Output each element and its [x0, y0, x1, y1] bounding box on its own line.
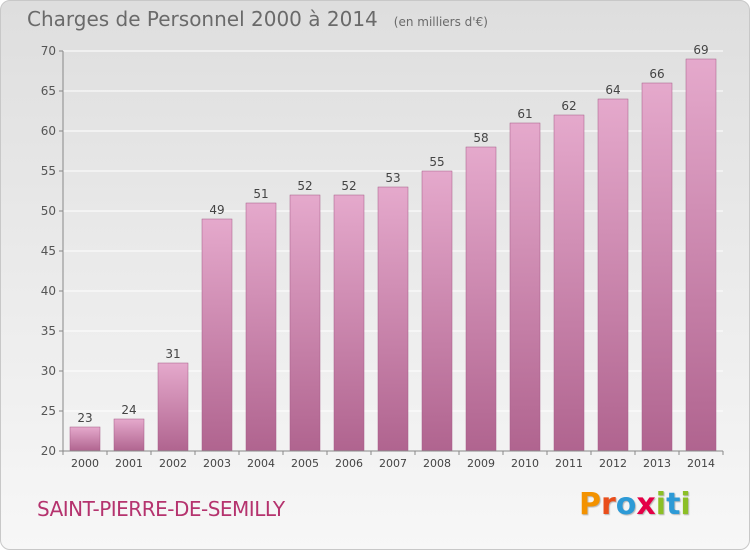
- x-tick-label: 2000: [71, 457, 99, 470]
- bar: [157, 362, 189, 452]
- logo-letter: t: [666, 487, 681, 522]
- x-tick-label: 2013: [643, 457, 671, 470]
- x-tick-label: 2002: [159, 457, 187, 470]
- bar-value-label: 69: [693, 43, 708, 57]
- bar-value-label: 52: [297, 179, 312, 193]
- bar-value-label: 53: [385, 171, 400, 185]
- x-tick-label: 2009: [467, 457, 495, 470]
- logo-letter: P: [579, 487, 601, 522]
- x-tick-label: 2014: [687, 457, 715, 470]
- y-tick-label: 65: [41, 84, 56, 98]
- axes: [59, 50, 724, 455]
- logo-letter: i: [680, 487, 691, 522]
- y-tick-label: 45: [41, 244, 56, 258]
- y-tick-label: 25: [41, 404, 56, 418]
- commune-name: SAINT-PIERRE-DE-SEMILLY: [37, 497, 285, 521]
- bar: [465, 146, 497, 452]
- x-tick-label: 2005: [291, 457, 319, 470]
- bar: [69, 426, 101, 452]
- x-tick-label: 2012: [599, 457, 627, 470]
- x-tick-label: 2004: [247, 457, 275, 470]
- logo-letter: x: [636, 487, 656, 522]
- y-tick-label: 55: [41, 164, 56, 178]
- x-tick-label: 2011: [555, 457, 583, 470]
- labels: 20 25 30 35 40 45 50 55 60 65 70 23 2000 24 2001 31 2002…: [41, 43, 715, 470]
- y-tick-label: 30: [41, 364, 56, 378]
- bar-value-label: 49: [209, 203, 224, 217]
- bar: [685, 58, 717, 452]
- proxiti-logo: Proxiti: [579, 487, 691, 522]
- bar: [245, 202, 277, 452]
- bar: [597, 98, 629, 452]
- unit-text: (en milliers d'€): [393, 15, 488, 29]
- logo-letter: o: [615, 487, 637, 522]
- bar-value-label: 31: [165, 347, 180, 361]
- y-tick-label: 40: [41, 284, 56, 298]
- bar: [641, 82, 673, 452]
- bar: [377, 186, 409, 452]
- bar: [553, 114, 585, 452]
- y-tick-label: 20: [41, 444, 56, 458]
- bars: [69, 58, 717, 452]
- bar: [333, 194, 365, 452]
- bar: [289, 194, 321, 452]
- bar-value-label: 55: [429, 155, 444, 169]
- logo-letter: i: [655, 487, 667, 522]
- bar-value-label: 52: [341, 179, 356, 193]
- y-tick-label: 60: [41, 124, 56, 138]
- x-tick-label: 2007: [379, 457, 407, 470]
- y-tick-label: 50: [41, 204, 56, 218]
- logo-letter: r: [601, 487, 616, 522]
- bar: [113, 418, 145, 452]
- bar-value-label: 58: [473, 131, 488, 145]
- bar-value-label: 23: [77, 411, 92, 425]
- bar: [421, 170, 453, 452]
- y-tick-label: 35: [41, 324, 56, 338]
- bar-value-label: 51: [253, 187, 268, 201]
- x-tick-label: 2010: [511, 457, 539, 470]
- bar: [201, 218, 233, 452]
- title-text: Charges de Personnel 2000 à 2014: [27, 7, 378, 31]
- x-tick-label: 2003: [203, 457, 231, 470]
- bar: [509, 122, 541, 452]
- bar-value-label: 66: [649, 67, 664, 81]
- bar-value-label: 62: [561, 99, 576, 113]
- y-tick-label: 70: [41, 44, 56, 58]
- bar-value-label: 24: [121, 403, 136, 417]
- bar-value-label: 61: [517, 107, 532, 121]
- chart-title: Charges de Personnel 2000 à 2014 (en mill…: [27, 7, 488, 31]
- x-tick-label: 2006: [335, 457, 363, 470]
- x-tick-label: 2008: [423, 457, 451, 470]
- bar-value-label: 64: [605, 83, 620, 97]
- x-tick-label: 2001: [115, 457, 143, 470]
